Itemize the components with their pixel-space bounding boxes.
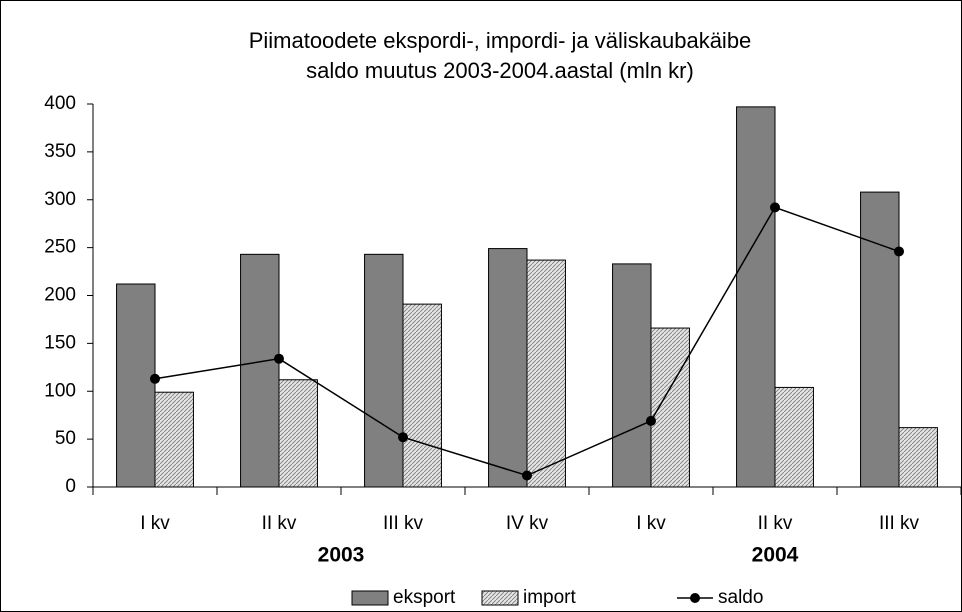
y-tick-label: 400	[44, 93, 76, 114]
group-label: 2003	[318, 544, 365, 567]
legend-label: eksport	[393, 587, 456, 608]
legend-label: import	[523, 587, 577, 608]
bar	[736, 106, 776, 488]
legend-swatch	[690, 593, 700, 603]
bar	[402, 303, 442, 488]
marker	[150, 373, 160, 384]
legend-swatch	[351, 590, 389, 606]
y-tick-label: 0	[65, 476, 76, 497]
bar	[612, 263, 652, 488]
y-tick-label: 100	[44, 380, 76, 401]
x-tick-label: I kv	[636, 513, 666, 534]
y-tick-label: 300	[44, 189, 76, 210]
y-tick-label: 250	[44, 237, 76, 258]
bar	[526, 259, 566, 488]
bar	[898, 427, 938, 488]
chart-title: saldo muutus 2003-2004.aastal (mln kr)	[306, 58, 694, 83]
x-tick-label: I kv	[140, 513, 170, 534]
x-tick-label: II kv	[758, 513, 793, 534]
x-tick-label: III kv	[383, 513, 424, 534]
bar	[154, 391, 194, 488]
marker	[522, 470, 532, 481]
bar	[488, 248, 528, 488]
x-tick-label: II kv	[262, 513, 297, 534]
bar	[116, 283, 156, 488]
marker	[646, 415, 656, 426]
group-label: 2004	[752, 544, 799, 567]
bar	[278, 379, 318, 488]
bar	[774, 386, 814, 488]
y-tick-label: 350	[44, 141, 76, 162]
y-tick-label: 200	[44, 285, 76, 306]
legend-label: saldo	[718, 587, 763, 608]
legend-swatch	[481, 590, 519, 606]
bar	[364, 253, 404, 488]
marker	[398, 432, 408, 443]
x-tick-label: III kv	[879, 513, 920, 534]
marker	[770, 202, 780, 213]
y-tick-label: 150	[44, 332, 76, 353]
bar	[860, 191, 900, 488]
y-tick-label: 50	[55, 428, 76, 449]
chart-title: Piimatoodete ekspordi-, impordi- ja väli…	[249, 28, 752, 53]
marker	[274, 353, 284, 364]
x-tick-label: IV kv	[506, 513, 549, 534]
bar	[240, 253, 280, 488]
marker	[894, 246, 904, 257]
bar	[650, 327, 690, 488]
